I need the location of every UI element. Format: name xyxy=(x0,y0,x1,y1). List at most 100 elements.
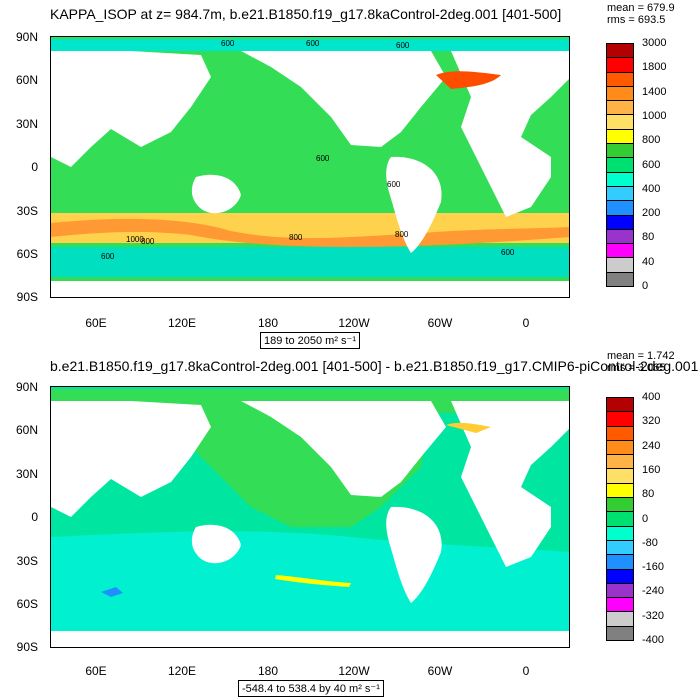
top-southern-core xyxy=(51,218,569,247)
top-lat-label: 30S xyxy=(16,204,38,218)
top-colorbar-cell xyxy=(606,85,634,102)
bottom-range-label: -548.4 to 538.4 by 40 m² s⁻¹ xyxy=(238,680,384,697)
bottom-land-south-america xyxy=(386,506,442,603)
bottom-pacific-anomaly xyxy=(275,575,351,587)
bottom-colorbar-cell xyxy=(606,411,634,427)
bottom-colorbar-tick-label: 80 xyxy=(642,488,655,501)
bottom-colorbar-cell xyxy=(606,511,634,527)
top-colorbar-tick-label: 600 xyxy=(642,158,661,171)
bottom-southern-band xyxy=(51,531,569,647)
top-contour-label: 600 xyxy=(396,41,410,50)
top-lon-label: 120E xyxy=(167,316,197,330)
top-contour-label: 600 xyxy=(101,252,115,261)
top-colorbar-cell xyxy=(606,214,634,230)
top-lat-label: 90S xyxy=(16,290,38,304)
top-lat-label: 60S xyxy=(16,247,38,261)
top-land-asia xyxy=(51,51,211,167)
top-panel: KAPPA_ISOP at z= 984.7m, b.e21.B1850.f19… xyxy=(15,2,675,349)
bottom-labrador-anomaly xyxy=(446,422,491,433)
bottom-colorbar-cell xyxy=(606,611,634,627)
bottom-lon-label: 120W xyxy=(338,664,370,678)
top-lon-label: 0 xyxy=(522,316,530,330)
top-antarctic-band xyxy=(51,247,569,277)
bottom-lon-label: 0 xyxy=(522,664,530,678)
top-labrador-hotspot xyxy=(436,71,501,89)
top-arctic-band xyxy=(51,39,569,51)
bottom-lon-label: 180 xyxy=(257,664,279,678)
bottom-colorbar-tick-label: 160 xyxy=(642,463,661,476)
bottom-colorbar-tick-label: 400 xyxy=(642,391,661,403)
bottom-southern-anomaly xyxy=(101,587,123,597)
bottom-colorbar-cell xyxy=(606,439,634,456)
top-colorbar-cell xyxy=(606,200,634,216)
top-contour-label: 600 xyxy=(501,248,515,257)
top-lat-label: 60N xyxy=(15,73,38,87)
bottom-colorbar-cell xyxy=(606,397,634,413)
bottom-lon-label: 120E xyxy=(167,664,197,678)
bottom-colorbar-cell xyxy=(606,554,634,570)
top-lon-label: 120W xyxy=(338,316,370,330)
top-lat-label: 90N xyxy=(15,30,38,44)
bottom-colorbar-tick-label: -80 xyxy=(642,536,658,549)
bottom-colorbar-tick-label: -160 xyxy=(642,561,665,574)
bottom-lat-label: 90N xyxy=(15,380,38,394)
bottom-land-australia xyxy=(191,524,241,564)
bottom-colorbar-tick-label: 320 xyxy=(642,415,661,428)
bottom-colorbar-cell xyxy=(606,497,634,513)
bottom-colorbar-cell xyxy=(606,454,634,470)
bottom-colorbar-cell xyxy=(606,568,634,584)
top-colorbar-cell xyxy=(606,57,634,73)
bottom-colorbar-cell xyxy=(606,582,634,599)
top-colorbar-cell xyxy=(606,114,634,130)
bottom-colorbar-tick-label: -320 xyxy=(642,609,665,622)
bottom-lat-label: 60S xyxy=(16,597,38,611)
bottom-colorbar-tick-label: -240 xyxy=(642,585,665,598)
bottom-map-svg xyxy=(51,387,569,647)
top-map-svg: 600 600 600 600 600 600 600 1000 800 800… xyxy=(51,37,569,297)
top-contour-label: 1000 xyxy=(126,235,144,244)
bottom-land-antarctica xyxy=(51,631,569,647)
top-title: KAPPA_ISOP at z= 984.7m, b.e21.B1850.f19… xyxy=(50,6,562,22)
bottom-colorbar-tick-label: 240 xyxy=(642,439,661,452)
top-colorbar-tick-label: 200 xyxy=(642,207,661,220)
top-land-africa-europe xyxy=(451,51,569,217)
top-colorbar-cell xyxy=(606,71,634,87)
top-lon-label: 60W xyxy=(427,316,453,330)
bottom-title: b.e21.B1850.f19_g17.8kaControl-2deg.001 … xyxy=(50,358,700,374)
top-land-south-america xyxy=(386,156,442,253)
top-mean: mean = 679.9 xyxy=(607,2,675,14)
top-colorbar-cell xyxy=(606,43,634,59)
bottom-lat-label: 0 xyxy=(31,510,38,524)
top-land-australia xyxy=(191,174,241,214)
bottom-land-africa-europe xyxy=(451,401,569,567)
bottom-colorbar-cell xyxy=(606,425,634,441)
top-colorbar-tick-label: 80 xyxy=(642,231,655,244)
top-colorbar-cell xyxy=(606,257,634,273)
bottom-colorbar-cell xyxy=(606,525,634,541)
top-contour-label: 800 xyxy=(289,233,303,242)
top-lat-label: 30N xyxy=(15,117,38,131)
top-colorbar-cell xyxy=(606,100,634,116)
top-contour-label: 600 xyxy=(306,39,320,48)
bottom-land-north-america xyxy=(241,401,446,497)
top-land-antarctica xyxy=(51,281,569,297)
top-contour-label: 600 xyxy=(387,180,401,189)
bottom-lat-label: 30N xyxy=(15,467,38,481)
bottom-land-asia xyxy=(51,401,211,517)
top-colorbar-cell xyxy=(606,243,634,259)
bottom-mean: mean = 1.742 xyxy=(607,350,675,362)
bottom-lat-label: 90S xyxy=(16,640,38,654)
top-colorbar-tick-label: 0 xyxy=(642,280,649,292)
top-contour-label: 800 xyxy=(141,237,155,246)
bottom-lon-label: 60W xyxy=(427,664,453,678)
top-colorbar-tick-label: 3000 xyxy=(642,37,667,49)
bottom-colorbar-cell xyxy=(606,597,634,613)
bottom-colorbar-tick-label: 0 xyxy=(642,512,649,525)
bottom-map xyxy=(50,386,570,648)
top-colorbar-tick-label: 1400 xyxy=(642,85,667,98)
top-colorbar-tick-label: 40 xyxy=(642,255,655,268)
top-colorbar-cell xyxy=(606,128,634,145)
bottom-colorbar-cell xyxy=(606,539,634,556)
top-range-label: 189 to 2050 m² s⁻¹ xyxy=(260,332,361,349)
top-colorbar-cell xyxy=(606,271,634,287)
